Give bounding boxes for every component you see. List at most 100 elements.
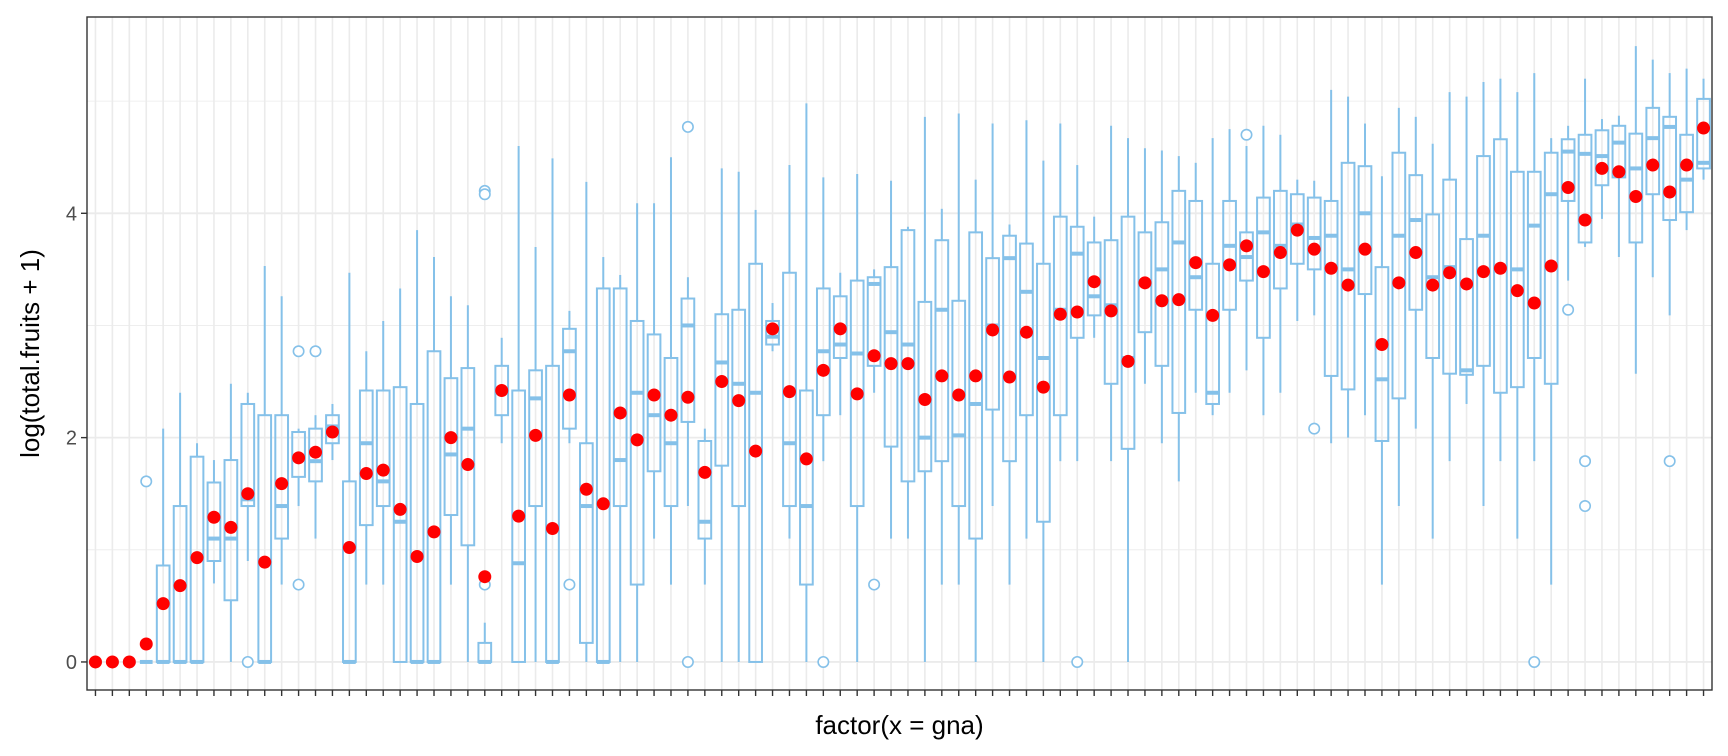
box <box>308 427 323 483</box>
box <box>1459 238 1474 376</box>
y-tick-label: 4 <box>66 203 77 225</box>
mean-point <box>1070 305 1084 319</box>
box-group <box>1273 134 1288 393</box>
mean-point <box>681 390 695 404</box>
mean-point <box>258 555 272 569</box>
mean-point <box>799 452 813 466</box>
box <box>731 308 747 508</box>
mean-point <box>850 387 864 401</box>
box-group <box>1459 96 1474 404</box>
box <box>1019 242 1034 417</box>
mean-point <box>1019 325 1033 339</box>
box <box>1052 215 1068 417</box>
box <box>460 367 476 547</box>
box <box>1662 115 1678 222</box>
box <box>1679 133 1694 214</box>
box <box>511 389 526 663</box>
mean-point <box>698 465 712 479</box>
box-group <box>1323 89 1339 444</box>
mean-point <box>647 388 661 402</box>
box <box>663 356 679 508</box>
mean-point <box>732 394 746 408</box>
mean-point <box>410 550 424 564</box>
box-group <box>765 303 780 352</box>
box <box>1273 189 1288 290</box>
box <box>1476 155 1491 367</box>
box-group <box>528 246 543 662</box>
box-group <box>1509 92 1525 539</box>
mean-point <box>1595 161 1609 175</box>
x-axis <box>94 690 1705 696</box>
box-group <box>1069 165 1085 668</box>
mean-point <box>139 637 153 651</box>
box-group <box>1560 125 1576 316</box>
mean-point <box>1443 266 1457 280</box>
box-group <box>714 168 730 662</box>
x-axis-title: factor(x = gna) <box>815 710 983 740</box>
box <box>866 276 882 367</box>
box-group <box>629 203 645 662</box>
mean-point <box>359 467 373 481</box>
box-group <box>1239 128 1254 371</box>
box-group <box>443 296 459 585</box>
box-group <box>375 320 391 585</box>
mean-point <box>325 425 339 439</box>
box-group <box>1188 162 1204 393</box>
mean-point <box>918 392 932 406</box>
box-group <box>342 272 357 664</box>
box <box>612 287 628 508</box>
mean-point <box>309 445 323 459</box>
box <box>375 389 391 508</box>
box-group <box>1543 138 1559 585</box>
box <box>968 231 984 540</box>
mean-point <box>224 520 238 534</box>
y-axis: 0 2 4 <box>66 203 87 674</box>
box-group <box>1222 129 1237 393</box>
mean-point <box>1646 158 1660 172</box>
mean-point <box>1375 338 1389 352</box>
mean-point <box>1697 121 1711 135</box>
outlier-point <box>1562 303 1575 316</box>
box <box>223 459 239 602</box>
mean-point <box>596 497 610 511</box>
box-group <box>545 158 560 664</box>
box <box>1222 199 1237 311</box>
mean-point <box>1680 158 1694 172</box>
box <box>206 481 222 563</box>
box <box>1256 196 1271 339</box>
box-group <box>663 157 679 585</box>
box-group <box>1357 123 1373 416</box>
mean-point <box>376 463 390 477</box>
outlier-point <box>241 655 254 668</box>
box <box>1036 262 1051 523</box>
box <box>934 239 950 463</box>
box-group <box>1171 156 1187 482</box>
mean-point <box>630 433 644 447</box>
box-group <box>1391 107 1407 507</box>
box-group <box>392 288 408 663</box>
box <box>1069 225 1085 339</box>
outlier-point <box>681 120 694 133</box>
mean-point <box>664 408 678 422</box>
y-tick-label: 0 <box>66 652 77 674</box>
outlier-point <box>1528 655 1541 668</box>
box <box>1205 262 1220 405</box>
box <box>1323 199 1339 377</box>
mean-point <box>1527 296 1541 310</box>
mean-point <box>1087 275 1101 289</box>
box <box>274 414 290 540</box>
mean-point <box>1240 239 1254 253</box>
outlier-point <box>309 345 322 358</box>
mean-point <box>190 551 204 565</box>
box-group <box>883 180 899 539</box>
outlier-point <box>1579 500 1592 513</box>
mean-point <box>901 357 915 371</box>
mean-point <box>816 363 830 377</box>
box-group <box>223 383 239 662</box>
mean-point <box>952 388 966 402</box>
box <box>325 414 340 445</box>
box-group <box>562 310 577 591</box>
mean-point <box>1663 185 1677 199</box>
mean-point <box>782 385 796 399</box>
mean-point <box>1138 276 1152 290</box>
